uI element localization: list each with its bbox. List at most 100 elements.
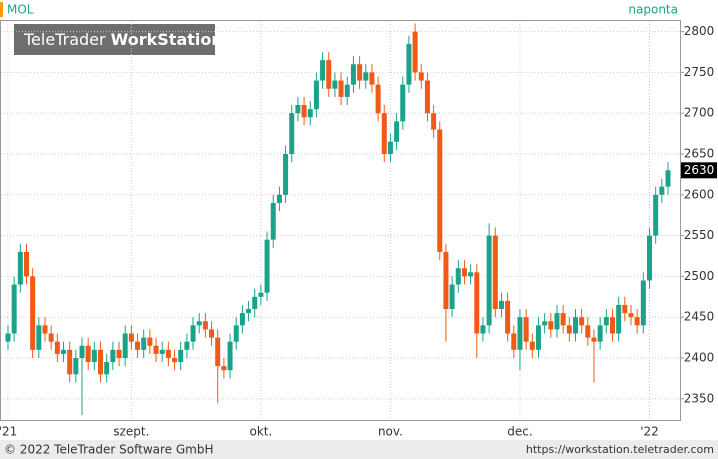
candle-body — [554, 313, 560, 330]
candle-body — [381, 113, 387, 154]
x-tick-label: nov. — [378, 425, 403, 439]
candle-body — [246, 309, 252, 314]
candle-body — [104, 362, 110, 375]
candle-body — [79, 345, 85, 358]
candle-body — [178, 349, 184, 363]
candle-body — [221, 366, 227, 371]
candle-body — [517, 317, 523, 350]
candle-body — [523, 317, 529, 342]
candle-body — [110, 349, 116, 363]
interval: naponta — [628, 3, 678, 17]
candle-body — [498, 300, 504, 310]
y-tick-label: 2450 — [684, 310, 715, 324]
candle-body — [412, 31, 418, 73]
candle-body — [548, 321, 554, 330]
candle-body — [344, 84, 350, 97]
candle-body — [239, 313, 245, 326]
candle-body — [338, 80, 344, 97]
candle-body — [529, 341, 535, 350]
candle-body — [535, 325, 541, 350]
x-tick-label: szept. — [113, 425, 149, 439]
candle-body — [98, 349, 104, 375]
candle-body — [36, 325, 42, 350]
candle-body — [283, 154, 289, 195]
candle-body — [560, 313, 566, 326]
candle-body — [85, 345, 91, 363]
candle-body — [122, 333, 128, 358]
candle-body — [190, 325, 196, 342]
candle-body — [394, 121, 400, 142]
candle-body — [301, 105, 307, 118]
candle-body — [591, 337, 597, 342]
candle-body — [350, 64, 356, 85]
candle-body — [313, 80, 319, 110]
x-tick-label: okt. — [249, 425, 272, 439]
candle-body — [542, 321, 548, 326]
candle-body — [443, 251, 449, 310]
candle-body — [289, 113, 295, 154]
candle-body — [295, 105, 301, 114]
candle-body — [258, 292, 264, 297]
y-tick-label: 2650 — [684, 147, 715, 161]
candle-body — [406, 43, 412, 85]
candle-body — [418, 72, 424, 81]
candle-body — [628, 313, 634, 318]
candle-body — [616, 304, 622, 334]
candle-body — [17, 251, 23, 285]
url: https://workstation.teletrader.com — [526, 443, 714, 456]
candle-body — [147, 337, 153, 346]
candle-body — [597, 325, 603, 342]
logo-box — [14, 24, 215, 55]
candle-body — [424, 80, 430, 114]
candle-body — [486, 235, 492, 326]
logo-right: WorkStation — [111, 30, 223, 49]
candle-body — [646, 235, 652, 281]
y-tick-label: 2350 — [684, 391, 715, 405]
candle-body — [172, 357, 178, 363]
candle-body — [511, 333, 517, 350]
candle-body — [307, 109, 313, 118]
y-tick-label: 2500 — [684, 269, 715, 283]
copyright: © 2022 TeleTrader Software GmbH — [4, 443, 214, 457]
candle-body — [159, 349, 165, 354]
y-tick-label: 2800 — [684, 24, 715, 38]
candle-body — [196, 321, 202, 326]
candle-body — [566, 325, 572, 334]
candle-body — [474, 272, 480, 334]
candle-body — [400, 84, 406, 122]
candle-body — [455, 268, 461, 285]
plot-frame — [0, 20, 681, 421]
candle-body — [326, 60, 332, 89]
candle-body — [585, 325, 591, 338]
candle-body — [332, 80, 338, 89]
candle-body — [73, 357, 79, 375]
candle-body — [468, 272, 474, 277]
candle-body — [659, 186, 665, 195]
candle-body — [184, 341, 190, 350]
candle-body — [622, 304, 628, 314]
candle-body — [67, 349, 73, 375]
candle-body — [202, 321, 208, 330]
candle-body — [572, 317, 578, 334]
symbol-marker — [0, 2, 3, 17]
candle-body — [141, 337, 147, 350]
candle-body — [461, 268, 467, 277]
candle-body — [431, 113, 437, 130]
last-price: 2630 — [684, 163, 715, 177]
candle-body — [640, 280, 646, 326]
candle-body — [363, 72, 369, 81]
candle-body — [116, 349, 122, 358]
y-tick-label: 2550 — [684, 228, 715, 242]
symbol: MOL — [7, 3, 34, 17]
candle-body — [165, 349, 171, 358]
candle-body — [30, 276, 36, 350]
candle-body — [209, 329, 215, 338]
candle-body — [153, 345, 159, 354]
candle-body — [579, 317, 585, 326]
candle-body — [603, 317, 609, 326]
candle-body — [227, 341, 233, 371]
candle-body — [11, 284, 17, 334]
candle-body — [252, 296, 258, 310]
candle-body — [135, 341, 141, 350]
